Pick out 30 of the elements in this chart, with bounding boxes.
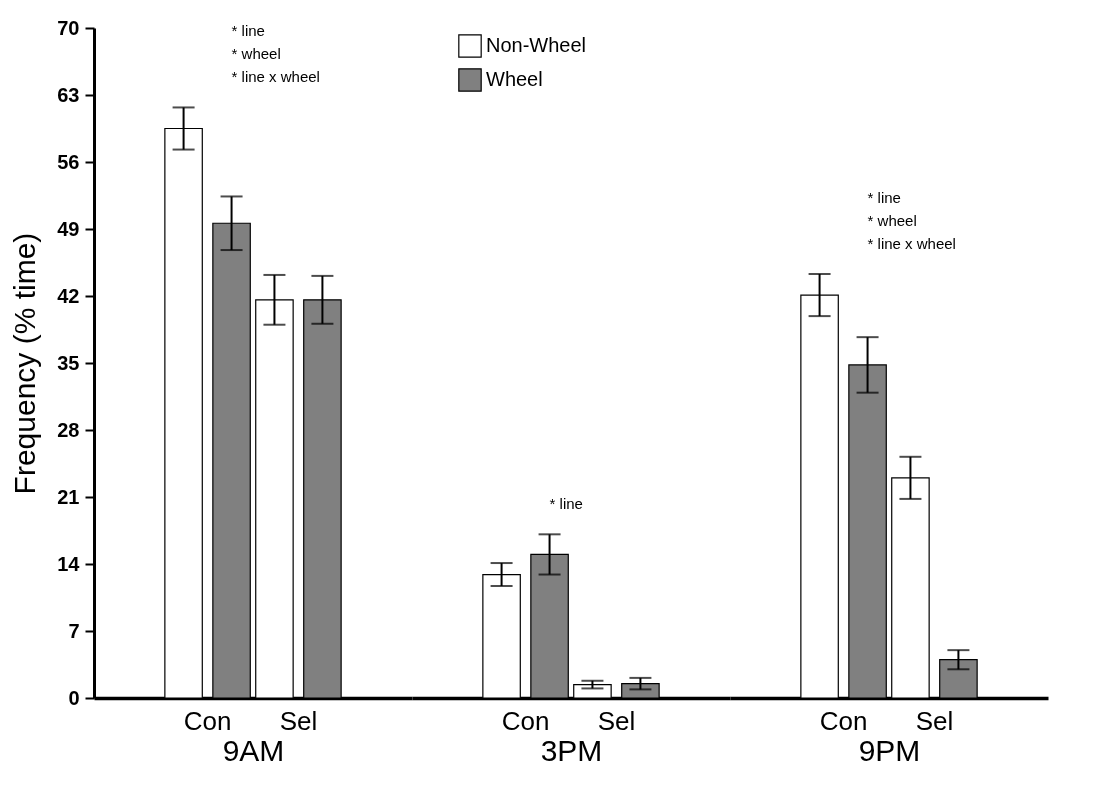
annotation: * wheel [867,211,917,229]
legend-label: Wheel [486,68,543,90]
y-tick-label: 28 [57,418,80,441]
y-tick-label: 21 [57,485,80,508]
y-axis-title: Frequency (% time) [8,232,42,495]
annotation: * line [867,188,901,206]
y-tick-label: 49 [57,217,80,240]
y-tick-label: 14 [57,552,81,575]
legend-label: Non-Wheel [486,34,587,56]
x-axis-title: 3PM [540,733,603,767]
annotation: * line x wheel [867,234,956,252]
y-tick-label: 70 [57,16,80,39]
annotation: * line [231,22,265,40]
y-tick-label: 63 [57,83,80,106]
y-tick-label: 56 [57,150,80,173]
y-tick-label: 42 [57,284,80,307]
y-tick-label: 7 [68,619,80,642]
annotation: * wheel [231,45,281,63]
x-tick-label: Con [819,705,868,736]
x-tick-label: Sel [279,705,318,736]
x-tick-label: Con [501,705,550,736]
y-tick-label: 0 [68,686,80,709]
annotation: * line x wheel [231,68,320,86]
x-tick-label: Sel [597,705,636,736]
x-tick-label: Sel [915,705,954,736]
x-axis-title: 9AM [222,733,285,767]
x-tick-label: Con [183,705,232,736]
y-tick-label: 35 [57,351,80,374]
x-axis-title: 9PM [858,733,921,767]
annotation: * line [549,495,583,513]
